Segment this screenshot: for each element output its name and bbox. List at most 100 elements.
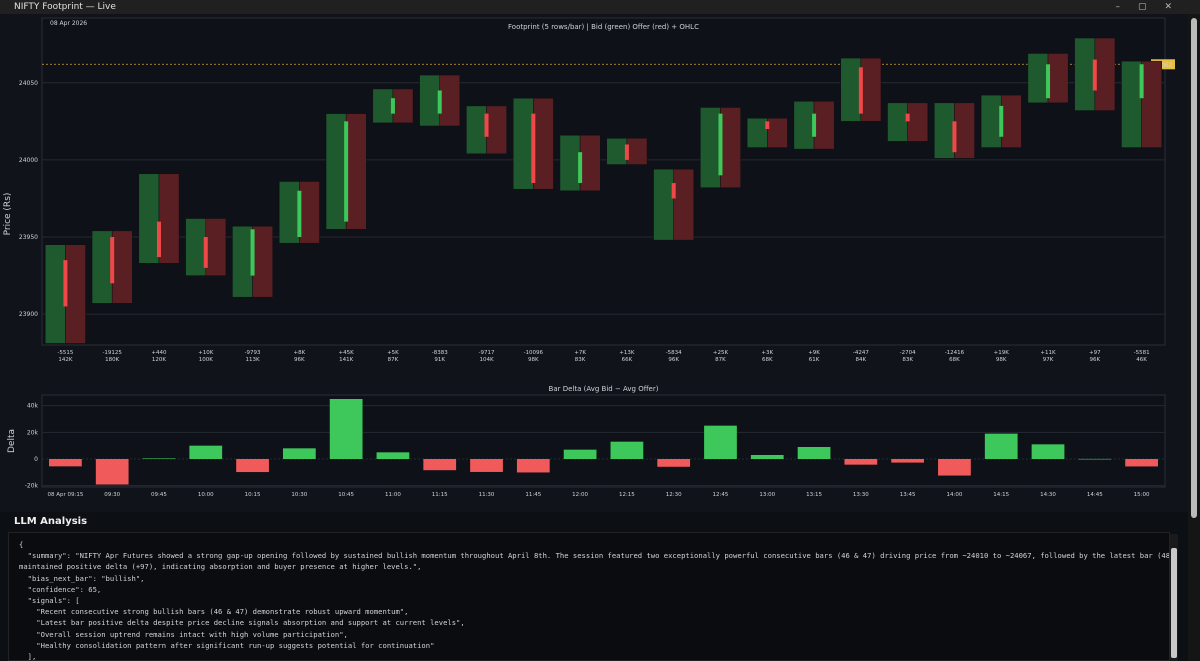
y-tick-label: 0 (34, 456, 38, 463)
llm-line: "bias_next_bar": "bullish", (19, 573, 145, 583)
delta-label: -2704 (900, 350, 916, 356)
volume-label: 104K (479, 357, 493, 363)
delta-label: -5515 (57, 350, 73, 356)
candle-body (63, 260, 68, 307)
bar (236, 459, 269, 473)
bar (610, 441, 644, 459)
llm-heading: LLM Analysis (14, 516, 88, 527)
llm-line: ], (19, 652, 37, 661)
candle-body (156, 221, 161, 258)
x-tick-label: 10:30 (291, 492, 307, 498)
offer-column (579, 134, 601, 192)
candle-body (1046, 64, 1051, 99)
offer-column (720, 107, 741, 188)
delta-label: +25K (713, 350, 729, 356)
delta-label: -19125 (102, 350, 122, 356)
bid-column (1121, 60, 1142, 148)
volume-label: 98K (528, 357, 539, 363)
llm-text: { "summary": "NIFTY Apr Futures showed a… (9, 533, 1169, 661)
candle-body (531, 113, 536, 184)
candle-body (765, 121, 770, 130)
volume-label: 87K (715, 357, 726, 363)
offer-column (860, 57, 882, 122)
candle-body (344, 121, 349, 222)
bid-column (746, 118, 768, 148)
bid-column (232, 225, 253, 298)
window-title: NIFTY Footprint — Live (14, 2, 116, 12)
x-tick-label: 14:30 (1040, 492, 1056, 498)
page-scrollbar[interactable] (1188, 14, 1200, 661)
x-tick-label: 13:00 (759, 492, 775, 498)
llm-line: { (19, 540, 24, 549)
offer-column (1141, 60, 1162, 148)
offer-column (1047, 53, 1069, 104)
volume-label: 91K (434, 357, 445, 363)
bid-column (466, 105, 487, 154)
bar (329, 399, 363, 459)
offer-column (252, 225, 273, 298)
x-tick-label: 13:45 (900, 492, 916, 498)
x-tick-label: 13:15 (806, 492, 822, 498)
y-tick-label: 23900 (19, 311, 38, 318)
delta-label: +3K (761, 350, 773, 356)
delta-label: -5834 (666, 350, 682, 356)
delta-label: -10096 (524, 350, 544, 356)
delta-label: +9K (808, 350, 820, 356)
candle-body (812, 113, 817, 137)
candle-body (484, 113, 489, 137)
window-controls[interactable]: –▢✕ (1115, 2, 1190, 12)
candle-body (671, 183, 676, 199)
delta-label: +19K (994, 350, 1010, 356)
offer-column (813, 101, 835, 150)
bar (844, 459, 878, 465)
candle-body (437, 90, 442, 114)
x-tick-label: 11:00 (385, 492, 401, 498)
offer-column (1000, 94, 1022, 148)
candle-body (578, 152, 583, 184)
llm-line: "confidence": 65, (19, 584, 102, 594)
llm-line: "Healthy consolidation pattern after sig… (19, 640, 435, 650)
candle-body (110, 237, 115, 284)
volume-label: 96K (1090, 357, 1101, 363)
bar (657, 459, 691, 467)
offer-column (767, 118, 788, 148)
bid-column (934, 102, 955, 159)
volume-label: 96K (294, 357, 305, 363)
bid-column (606, 138, 628, 165)
delta-label: +45K (339, 350, 355, 356)
y-axis-label: Delta (7, 429, 17, 453)
x-tick-label: 14:15 (993, 492, 1009, 498)
x-tick-label: 10:00 (198, 492, 214, 498)
y-tick-label: 24000 (19, 157, 38, 164)
candle-body (952, 121, 957, 153)
x-tick-label: 11:45 (525, 492, 541, 498)
plot-area (41, 394, 1166, 488)
bid-column (840, 57, 862, 122)
bar (189, 445, 223, 459)
offer-column (533, 97, 554, 190)
offer-column (907, 102, 929, 142)
bid-column (512, 97, 534, 190)
delta-label: +7K (574, 350, 586, 356)
bar (49, 459, 82, 467)
bar (797, 447, 831, 459)
llm-line: "Overall session uptrend remains intact … (19, 629, 348, 639)
llm-scrollbar[interactable] (1170, 534, 1178, 661)
candle-body (250, 229, 255, 276)
x-tick-label: 10:15 (245, 492, 261, 498)
y-axis-label: Price (Rs) (3, 193, 13, 236)
offer-column (205, 218, 227, 276)
delta-label: -8383 (432, 350, 448, 356)
offer-column (299, 181, 320, 244)
volume-label: 83K (902, 357, 913, 363)
bid-column (980, 94, 1002, 148)
candle-body (624, 144, 629, 160)
volume-label: 113K (246, 357, 260, 363)
offer-column (345, 113, 367, 230)
bar (563, 449, 597, 459)
plot-area (41, 17, 1166, 346)
offer-column (158, 173, 180, 264)
bid-column (653, 168, 674, 241)
bid-column (372, 88, 394, 124)
y-tick-label: 40k (27, 403, 39, 410)
